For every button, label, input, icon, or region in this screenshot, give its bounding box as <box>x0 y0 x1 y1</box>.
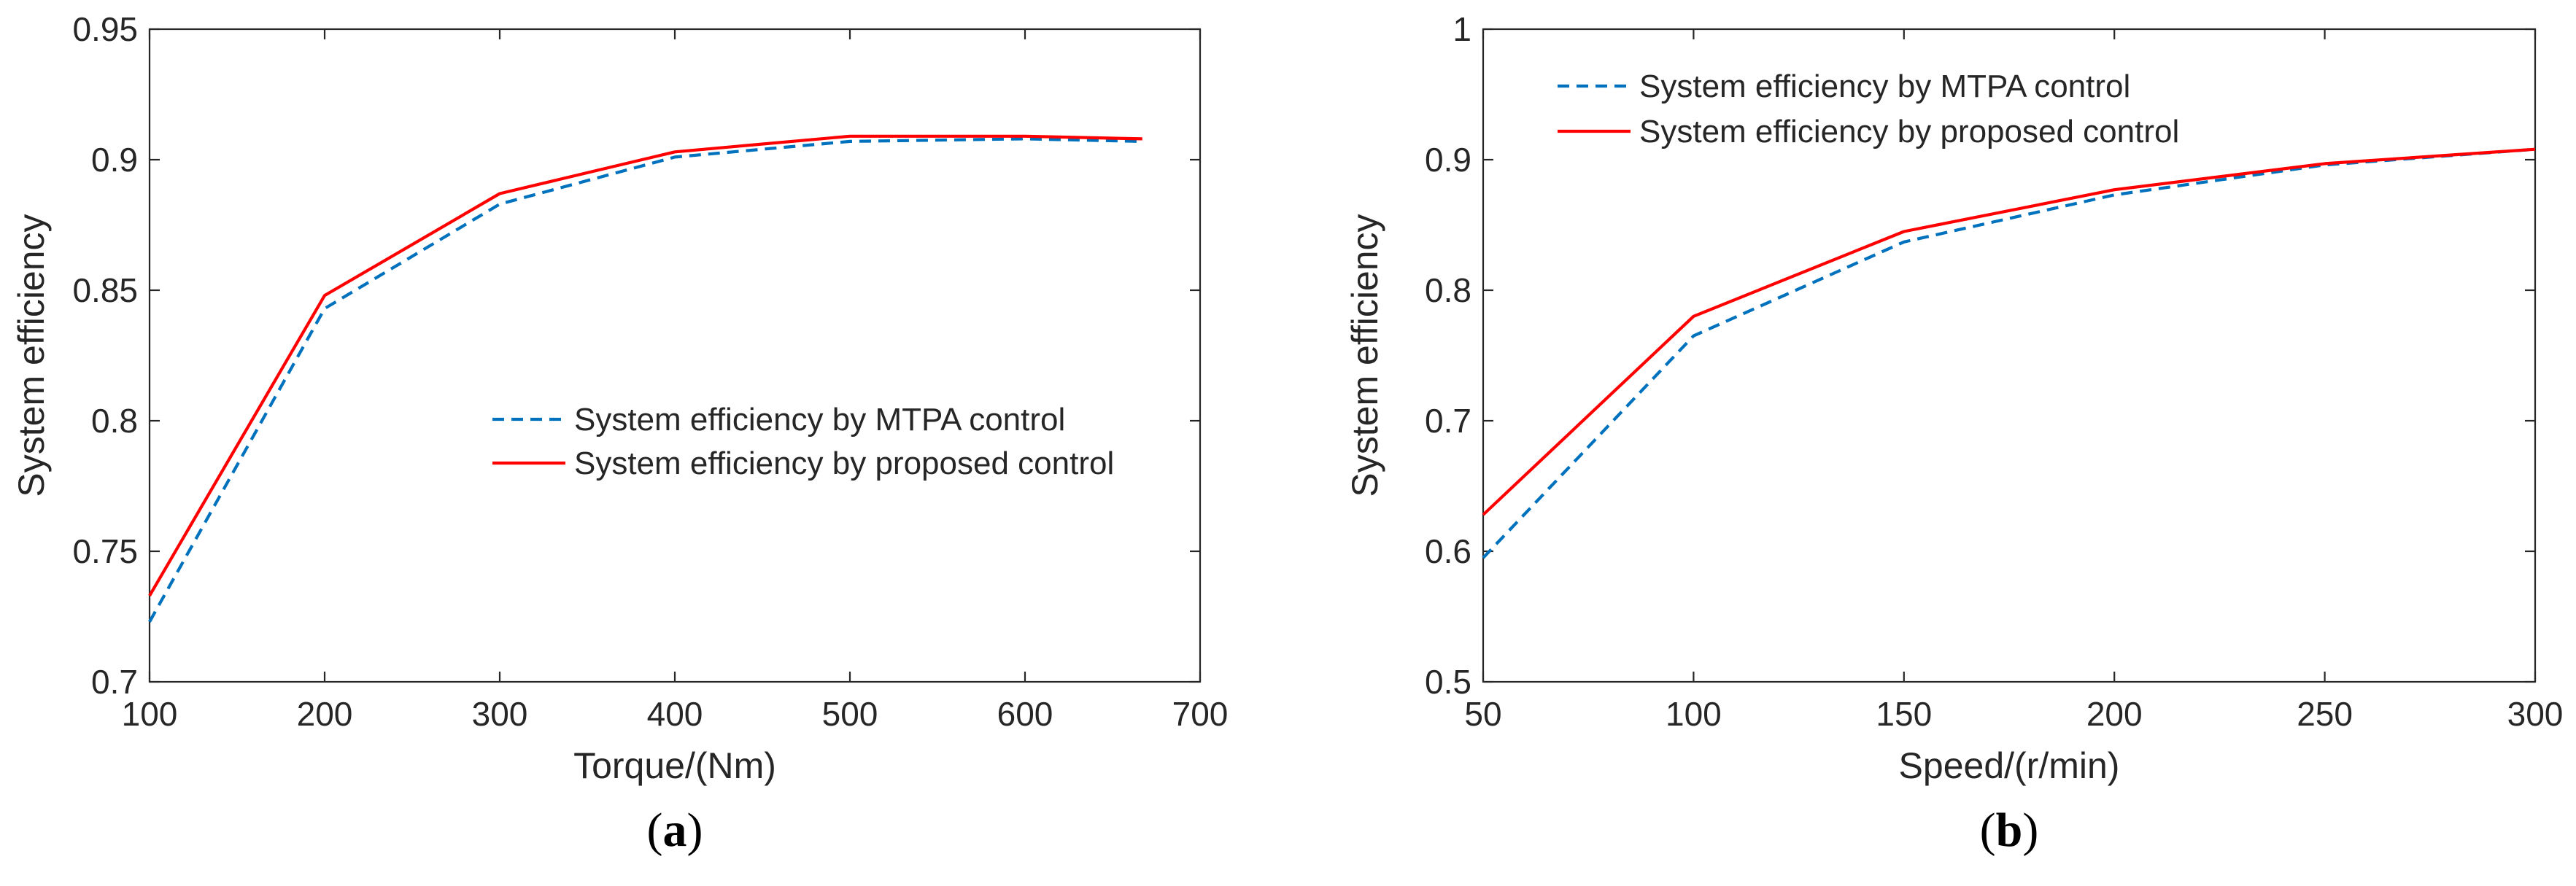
x-axis-title: Torque/(Nm) <box>573 745 776 786</box>
x-tick-label: 500 <box>822 695 878 733</box>
x-tick-label: 300 <box>2507 695 2564 733</box>
y-tick-label: 0.9 <box>1425 141 1471 179</box>
panel-label: (a) <box>647 804 703 857</box>
x-tick-label: 700 <box>1172 695 1229 733</box>
x-axis-title: Speed/(r/min) <box>1899 745 2120 786</box>
legend-label: System efficiency by MTPA control <box>1639 69 2130 104</box>
y-tick-label: 0.75 <box>72 532 138 570</box>
legend: System efficiency by MTPA control System … <box>1558 69 2179 149</box>
x-tick-label: 200 <box>297 695 353 733</box>
series-line-proposed <box>1482 147 2536 516</box>
series-line-mtpa <box>148 137 1142 623</box>
plot-area-frame <box>1482 28 2537 683</box>
x-tick-label: 600 <box>997 695 1053 733</box>
x-tick-label: 400 <box>647 695 703 733</box>
x-tick-label: 150 <box>1876 695 1932 733</box>
y-axis-title: System efficiency <box>11 214 52 497</box>
x-tick-label: 100 <box>1666 695 1722 733</box>
legend: System efficiency by MTPA control System … <box>492 402 1114 481</box>
y-tick-label: 1 <box>1453 10 1471 48</box>
legend-label: System efficiency by MTPA control <box>574 402 1065 438</box>
series-line-proposed <box>148 134 1142 597</box>
x-tick-label: 250 <box>2297 695 2353 733</box>
y-tick-label: 0.9 <box>91 141 138 179</box>
series-line-mtpa <box>1482 147 2536 559</box>
x-tick-label: 50 <box>1464 695 1501 733</box>
y-axis-title: System efficiency <box>1345 214 1385 497</box>
y-tick-label: 0.8 <box>91 402 138 440</box>
y-tick-label: 0.6 <box>1425 532 1471 570</box>
x-tick-label: 300 <box>472 695 528 733</box>
y-tick-label: 0.7 <box>91 663 138 701</box>
y-tick-label: 0.85 <box>72 271 138 309</box>
chart-a: 100 200 300 400 500 600 700 0.7 0.75 0.8 0.85 0.9 0.… <box>11 10 1228 857</box>
y-tick-label: 0.95 <box>72 10 138 48</box>
y-tick-label: 0.7 <box>1425 402 1471 440</box>
plot-area-frame <box>148 28 1202 683</box>
legend-label: System efficiency by proposed control <box>574 446 1114 481</box>
y-tick-label: 0.5 <box>1425 663 1471 701</box>
panel-label: (b) <box>1980 804 2039 857</box>
x-tick-label: 200 <box>2086 695 2143 733</box>
y-tick-label: 0.8 <box>1425 271 1471 309</box>
legend-label: System efficiency by proposed control <box>1639 114 2179 149</box>
x-tick-label: 100 <box>122 695 178 733</box>
chart-b: 50 100 150 200 250 300 0.5 0.6 0.7 0.8 0.9 1 Speed/(… <box>1345 10 2563 857</box>
